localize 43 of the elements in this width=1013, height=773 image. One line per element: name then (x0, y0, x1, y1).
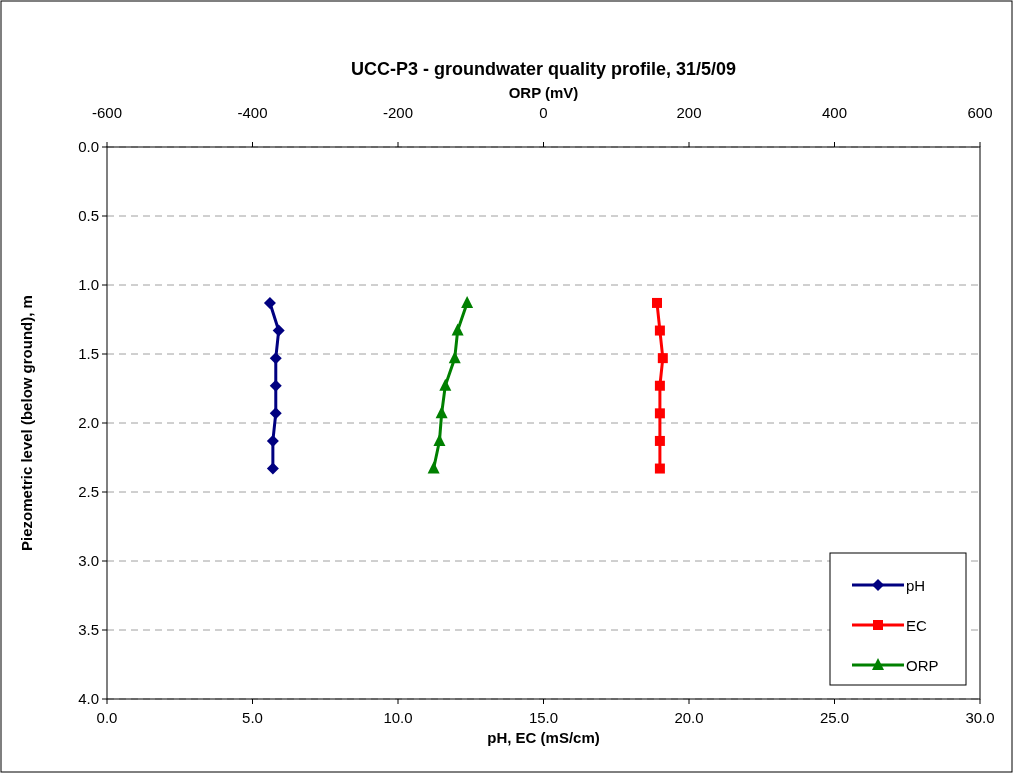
x2-axis-title: ORP (mV) (508, 84, 579, 101)
point (269, 407, 282, 420)
x-tick-label: 25.0 (819, 709, 850, 726)
x2-tick-label: 0 (539, 104, 548, 121)
legend-label: pH (906, 577, 926, 594)
x-tick-label: 20.0 (674, 709, 704, 726)
y-tick-label: 1.0 (78, 276, 99, 293)
y-tick-label: 3.0 (78, 552, 99, 569)
x-tick-label: 5.0 (242, 709, 263, 726)
y-tick-label: 1.5 (78, 345, 99, 362)
x-tick-label: 10.0 (383, 709, 413, 726)
point (654, 463, 665, 474)
point (272, 324, 285, 337)
point (654, 380, 665, 391)
legend-label: EC (906, 617, 927, 634)
point (654, 408, 665, 419)
x2-tick-label: -200 (382, 104, 414, 121)
y-tick-label: 2.0 (78, 414, 99, 431)
y-tick-label: 0.5 (78, 207, 99, 224)
point (269, 352, 282, 365)
point (263, 296, 276, 309)
y-tick-label: 0.0 (78, 138, 99, 155)
x2-tick-label: 400 (821, 104, 848, 121)
y-axis-title: Piezometric level (below ground), m (18, 295, 35, 551)
point (654, 435, 665, 446)
point (266, 462, 279, 475)
x2-tick-label: 600 (967, 104, 993, 121)
x-tick-label: 15.0 (528, 709, 559, 726)
x2-tick-label: 200 (676, 104, 702, 121)
x-axis-title: pH, EC (mS/cm) (487, 729, 600, 746)
point (651, 297, 662, 308)
x-tick-label: 0.0 (96, 709, 118, 726)
x-tick-label: 30.0 (965, 709, 995, 726)
y-tick-label: 2.5 (78, 483, 99, 500)
x2-tick-label: -400 (237, 104, 268, 121)
chart-title: UCC-P3 - groundwater quality profile, 31/5/09 (350, 59, 737, 79)
y-tick-label: 4.0 (78, 690, 99, 707)
legend-label: ORP (906, 657, 939, 674)
point (657, 353, 668, 364)
point (654, 325, 665, 336)
y-tick-label: 3.5 (78, 621, 99, 638)
point (269, 379, 282, 392)
x2-tick-label: -600 (91, 104, 123, 121)
